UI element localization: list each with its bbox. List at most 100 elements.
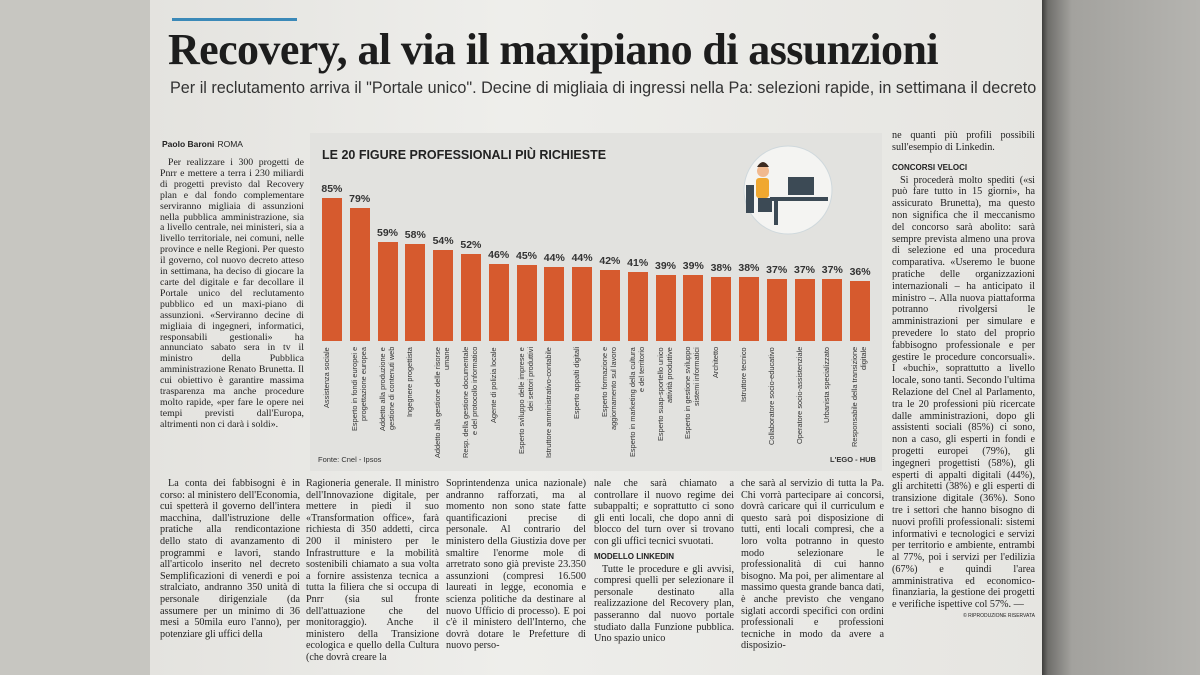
category-label: Collaboratore socio-educativo xyxy=(766,347,776,445)
value-label: 36% xyxy=(849,265,871,278)
category-label: Istruttore tecnico xyxy=(738,347,748,402)
value-label: 42% xyxy=(599,255,621,268)
value-label: 85% xyxy=(321,183,343,196)
byline: Paolo Baroni ROMA xyxy=(162,139,243,149)
category-label: Resp. della gestione documentale e del p… xyxy=(460,347,479,459)
bar xyxy=(572,267,593,341)
column: che sarà al servizio di tutta la Pa. Chi… xyxy=(741,478,884,668)
value-label: 39% xyxy=(654,260,676,273)
column: La conta dei fabbisogni è in corso: al m… xyxy=(160,478,300,668)
value-label: 44% xyxy=(543,252,565,265)
bar xyxy=(711,277,732,341)
category-label: Responsabile della transizione digitale xyxy=(850,347,869,448)
paragraph: Soprintendenza unica nazionale) andranno… xyxy=(446,478,586,652)
category-label: Esperto suap-sportello unico attività pr… xyxy=(655,347,674,441)
bar xyxy=(766,278,787,341)
category-label: Esperto sviluppo delle imprese e dei set… xyxy=(516,347,535,454)
paragraph: ne quanti più profili possibili sull'ese… xyxy=(892,130,1035,153)
value-label: 46% xyxy=(488,248,510,261)
bar xyxy=(822,278,843,341)
bar xyxy=(488,263,509,341)
monitor xyxy=(788,177,814,195)
chart-box: LE 20 FIGURE PROFESSIONALI PIÙ RICHIESTE… xyxy=(310,133,882,471)
desk xyxy=(770,197,828,201)
bar xyxy=(738,277,759,341)
value-label: 39% xyxy=(682,260,704,273)
bar xyxy=(321,198,342,341)
side-column: ne quanti più profili possibili sull'ese… xyxy=(892,130,1035,668)
category-label: Esperto appalti digitali xyxy=(572,347,582,420)
value-label: 37% xyxy=(766,263,788,276)
bar xyxy=(377,241,398,341)
bar xyxy=(405,243,426,341)
subheadline: Per il reclutamento arriva il "Portale u… xyxy=(170,79,1037,97)
chart-credit: L'EGO - HUB xyxy=(830,455,876,464)
column: Soprintendenza unica nazionale) andranno… xyxy=(446,478,586,668)
category-label: Esperto in marketing della cultura e del… xyxy=(627,347,646,457)
value-label: 37% xyxy=(821,263,843,276)
chair xyxy=(746,185,754,213)
category-label: Esperto in gestione sviluppo sistemi inf… xyxy=(683,347,702,440)
bar xyxy=(655,275,676,341)
bar xyxy=(460,253,481,341)
column: nale che sarà chiamato a controllare il … xyxy=(594,478,734,668)
bar xyxy=(599,270,620,341)
paragraph: La conta dei fabbisogni è in corso: al m… xyxy=(160,478,300,640)
bar xyxy=(516,265,537,341)
author: Paolo Baroni xyxy=(162,139,215,149)
value-label: 38% xyxy=(710,262,732,275)
paragraph: Ragioneria generale. Il ministro dell'In… xyxy=(306,478,439,663)
paragraph: Per realizzare i 300 progetti de Pnrr e … xyxy=(160,158,304,430)
paragraph: Si procederà molto spediti («si può fare… xyxy=(892,174,1035,611)
bar xyxy=(433,250,454,341)
category-label: Esperto in fondi europei e progettazione… xyxy=(349,347,368,432)
paragraph: Tutte le procedure e gli avvisi, compres… xyxy=(594,563,734,645)
hair xyxy=(757,162,769,167)
photo-edge xyxy=(1042,0,1200,675)
place: ROMA xyxy=(217,139,243,149)
bar xyxy=(683,275,704,341)
head xyxy=(757,165,769,177)
bar xyxy=(349,208,370,341)
value-label: 37% xyxy=(793,263,815,276)
illustration xyxy=(743,145,833,235)
value-label: 41% xyxy=(627,257,649,270)
headline: Recovery, al via il maxipiano di assunzi… xyxy=(168,25,939,74)
category-label: Ingegnere progettista xyxy=(405,347,415,417)
copyright: © RIPRODUZIONE RISERVATA xyxy=(963,613,1035,620)
value-label: 79% xyxy=(349,193,371,206)
category-label: Addetto alla produzione e gestione di co… xyxy=(377,347,396,431)
section-heading: CONCORSI VELOCI xyxy=(892,162,968,172)
category-label: Esperto formazione e aggiornamento sul l… xyxy=(599,347,618,430)
value-label: 44% xyxy=(571,252,593,265)
chart-title: LE 20 FIGURE PROFESSIONALI PIÙ RICHIESTE xyxy=(322,148,607,162)
section-heading: MODELLO LINKEDIN xyxy=(594,551,674,561)
value-label: 45% xyxy=(515,250,537,263)
paragraph: che sarà al servizio di tutta la Pa. Chi… xyxy=(741,478,884,652)
desk-leg xyxy=(774,201,778,225)
value-label: 54% xyxy=(432,235,454,248)
legs xyxy=(758,198,772,212)
bar xyxy=(544,267,565,341)
value-label: 52% xyxy=(460,238,482,251)
category-label: Istruttore amministrativo-contabile xyxy=(544,347,554,458)
value-label: 38% xyxy=(738,262,760,275)
lead-column: Per realizzare i 300 progetti de Pnrr e … xyxy=(160,158,304,470)
title-rule xyxy=(172,18,297,21)
paragraph: nale che sarà chiamato a controllare il … xyxy=(594,478,734,547)
category-label: Assistenza sociale xyxy=(321,347,331,408)
category-label: Addetto alla gestione delle risorse uman… xyxy=(433,347,452,458)
value-label: 58% xyxy=(404,228,426,241)
value-label: 59% xyxy=(376,226,398,239)
bar xyxy=(627,272,648,341)
category-label: Agente di polizia locale xyxy=(488,347,498,423)
body xyxy=(756,178,769,198)
category-label: Operatore socio-assistenziale xyxy=(794,347,804,445)
category-label: Architetto xyxy=(711,347,721,379)
bar xyxy=(794,278,815,341)
bar xyxy=(850,280,871,341)
column: Ragioneria generale. Il ministro dell'In… xyxy=(306,478,439,668)
chart-source: Fonte: Cnel - Ipsos xyxy=(318,455,382,464)
